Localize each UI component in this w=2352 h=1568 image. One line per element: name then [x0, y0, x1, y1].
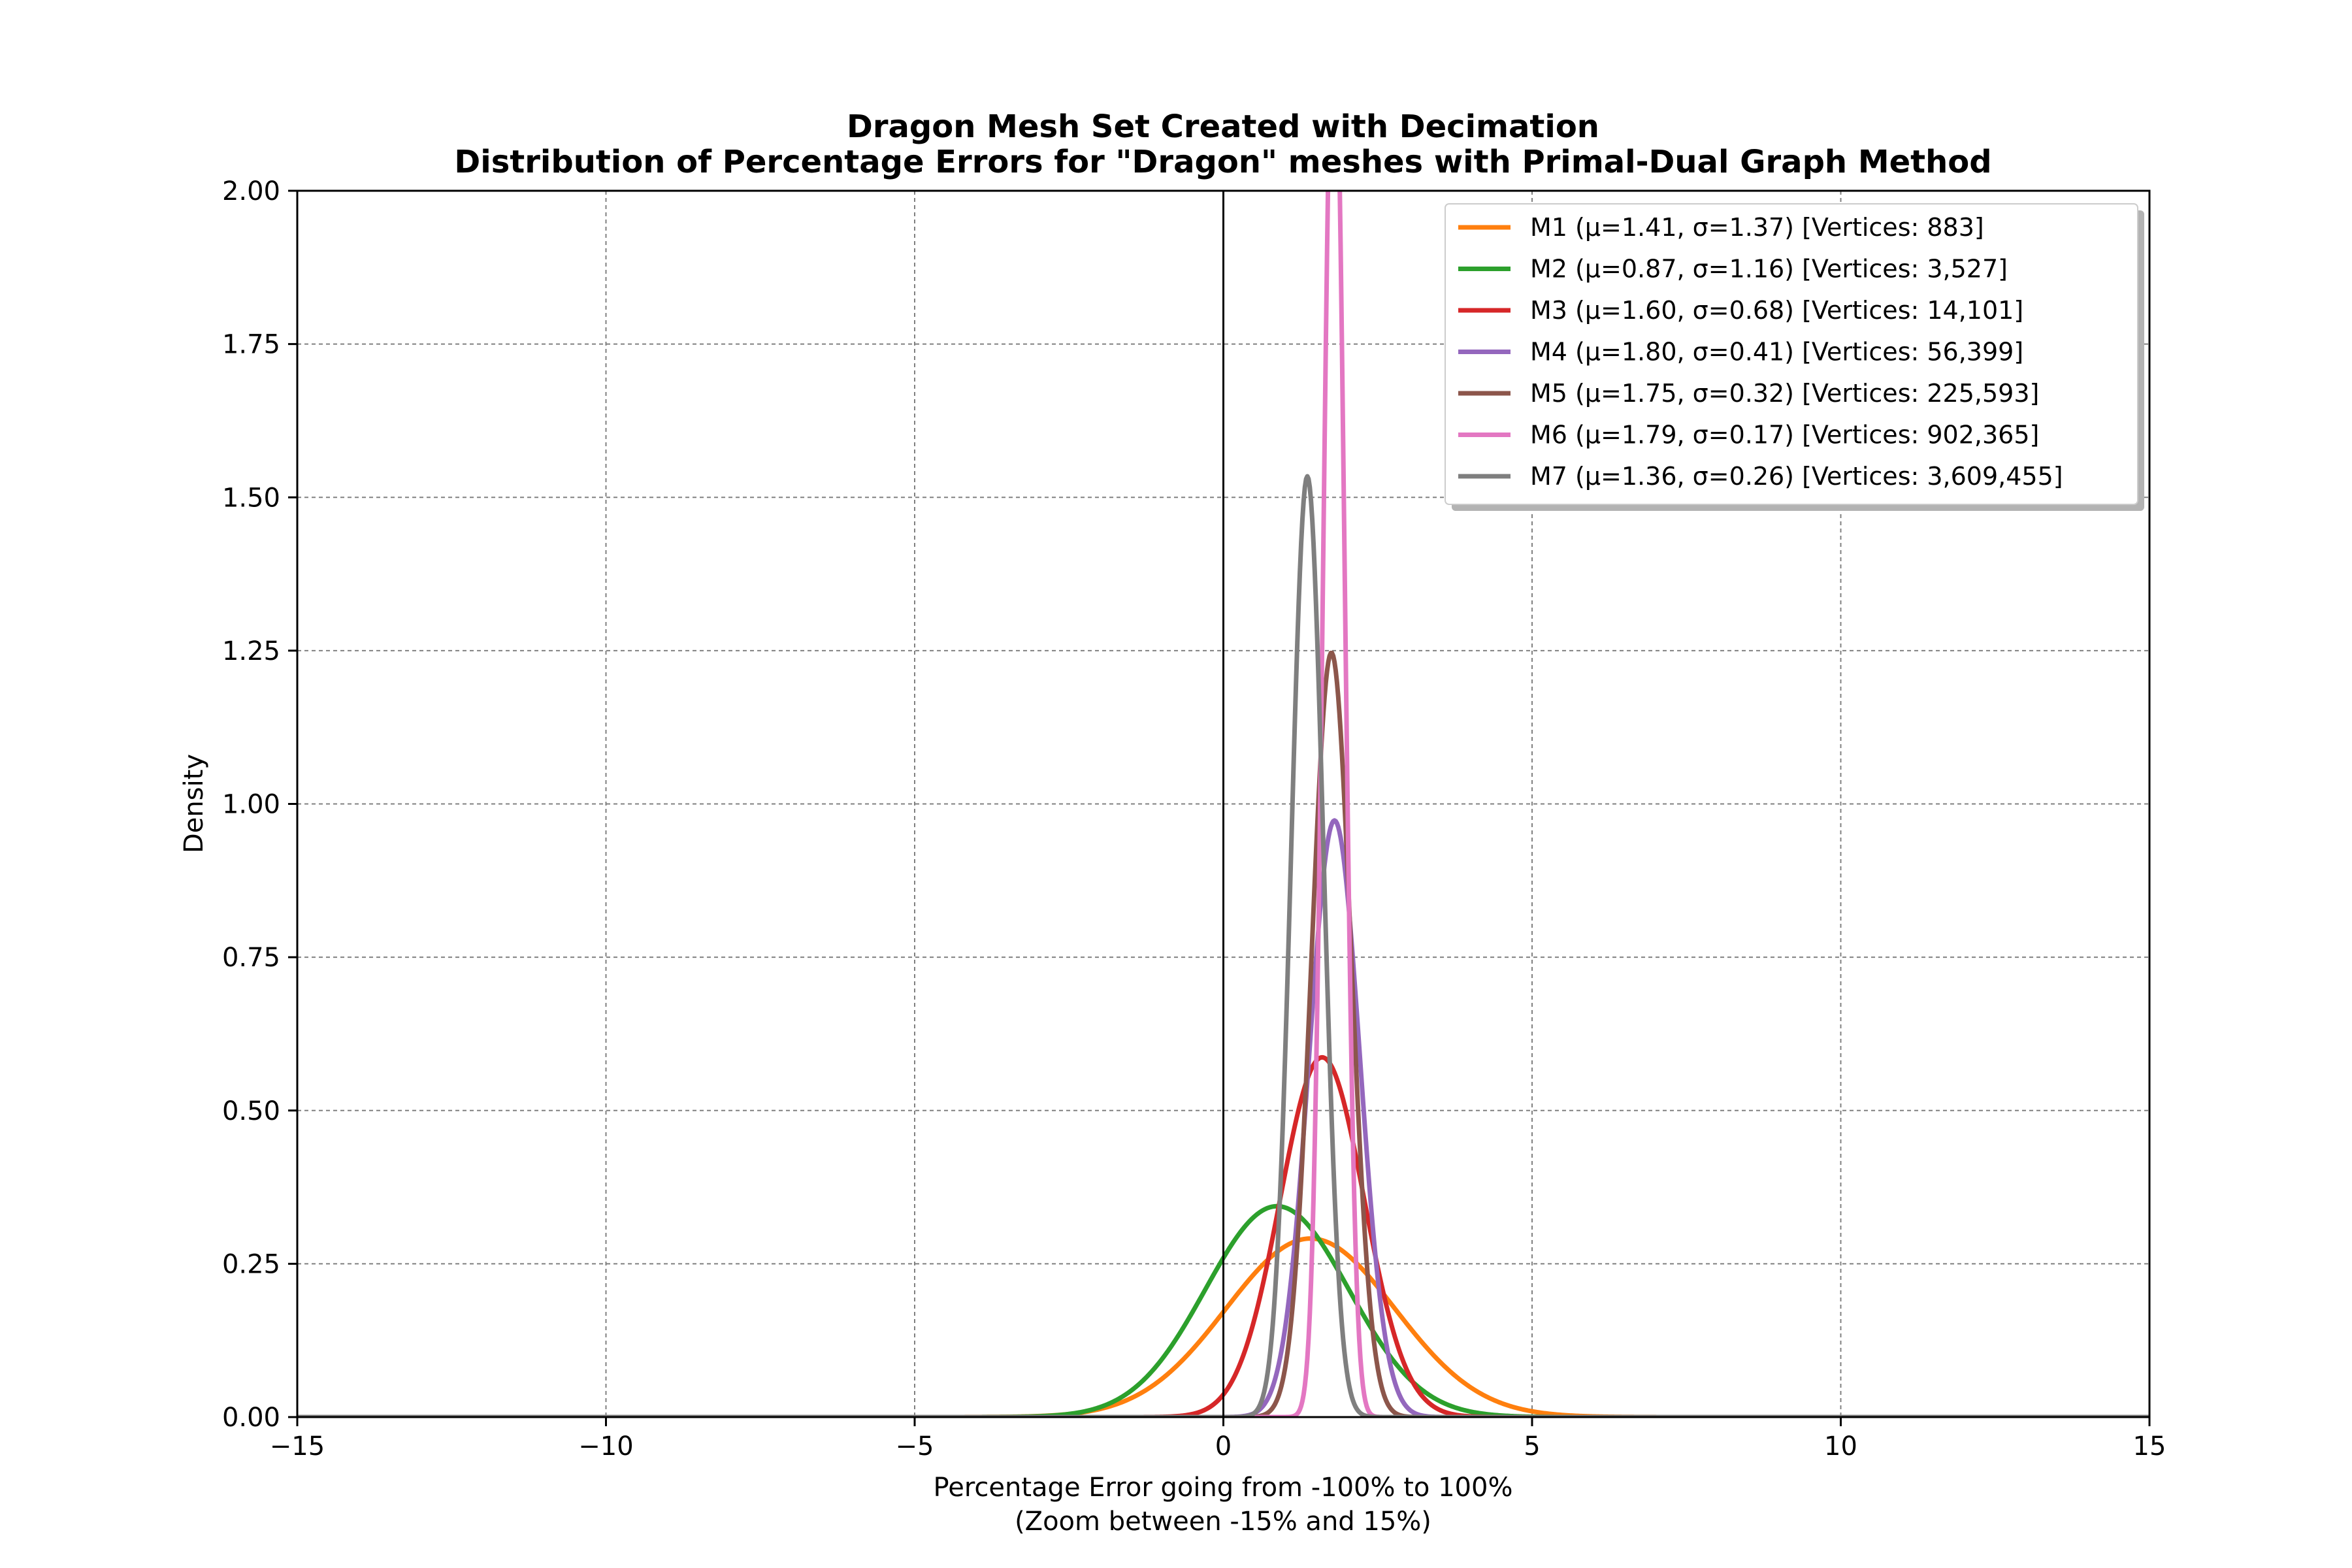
x-tick-label-4: 5	[1524, 1431, 1540, 1462]
legend-label-m4: M4 (μ=1.80, σ=0.41) [Vertices: 56,399]	[1530, 338, 2023, 367]
legend-box	[1445, 203, 2138, 505]
x-axis-sublabel: (Zoom between -15% and 15%)	[1015, 1507, 1431, 1537]
x-tick-label-2: −5	[896, 1431, 934, 1462]
y-tick-label-2: 0.50	[222, 1096, 280, 1126]
legend-label-m7: M7 (μ=1.36, σ=0.26) [Vertices: 3,609,455…	[1530, 462, 2063, 491]
legend-label-m1: M1 (μ=1.41, σ=1.37) [Vertices: 883]	[1530, 213, 1984, 242]
x-tick-label-1: −10	[578, 1431, 633, 1462]
legend-label-m3: M3 (μ=1.60, σ=0.68) [Vertices: 14,101]	[1530, 296, 2023, 325]
x-tick-label-5: 10	[1824, 1431, 1857, 1462]
y-tick-label-4: 1.00	[222, 790, 280, 820]
x-tick-label-0: −15	[270, 1431, 325, 1462]
x-tick-label-3: 0	[1215, 1431, 1232, 1462]
y-axis-label: Density	[179, 754, 209, 853]
legend-items: M1 (μ=1.41, σ=1.37) [Vertices: 883] M2 (μ…	[1458, 213, 2063, 491]
legend-label-m5: M5 (μ=1.75, σ=0.32) [Vertices: 225,593]	[1530, 379, 2039, 408]
chart-subtitle: Distribution of Percentage Errors for "D…	[454, 144, 1991, 180]
y-tick-label-5: 1.25	[222, 636, 280, 666]
y-tick-label-3: 0.75	[222, 943, 280, 973]
x-tick-label-6: 15	[2133, 1431, 2166, 1462]
y-axis-ticks: 0.00 0.25 0.50 0.75 1.00 1.25 1.50 1.75 2.00	[222, 176, 297, 1433]
x-axis-label: Percentage Error going from -100% to 100…	[934, 1473, 1513, 1503]
y-tick-label-8: 2.00	[222, 176, 280, 206]
y-tick-label-7: 1.75	[222, 330, 280, 360]
y-tick-label-0: 0.00	[222, 1403, 280, 1433]
legend: M1 (μ=1.41, σ=1.37) [Vertices: 883] M2 (μ…	[1445, 203, 2144, 511]
chart-title: Dragon Mesh Set Created with Decimation	[847, 108, 1599, 145]
x-axis-ticks: −15 −10 −5 0 5 10 15	[270, 1417, 2166, 1462]
y-tick-label-6: 1.50	[222, 483, 280, 513]
legend-label-m6: M6 (μ=1.79, σ=0.17) [Vertices: 902,365]	[1530, 421, 2039, 449]
legend-label-m2: M2 (μ=0.87, σ=1.16) [Vertices: 3,527]	[1530, 255, 2008, 284]
y-tick-label-1: 0.25	[222, 1249, 280, 1279]
